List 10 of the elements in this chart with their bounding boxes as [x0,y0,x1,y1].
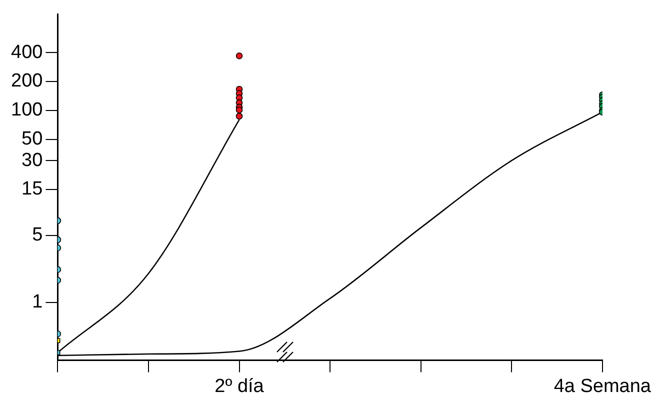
y-tick-label: 400 [11,42,43,63]
y-tick-label: 200 [11,70,43,92]
x-tick-label: 2º día [214,376,264,397]
y-tick-label: 1 [32,292,43,313]
y-tick-label: 100 [11,100,43,121]
y-tick-label: 15 [22,178,43,200]
y-tick-label: 5 [32,224,43,246]
x-tick-label: 4a Semana [554,376,652,397]
y-tick-label: 30 [22,150,43,171]
y-tick-label: 50 [22,128,43,150]
